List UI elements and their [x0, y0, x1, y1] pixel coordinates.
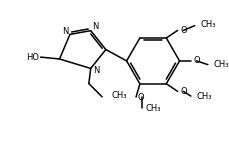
- Text: N: N: [62, 27, 68, 36]
- Text: O: O: [138, 93, 144, 102]
- Text: O: O: [180, 26, 187, 35]
- Text: O: O: [194, 56, 200, 65]
- Text: CH₃: CH₃: [112, 91, 127, 100]
- Text: O: O: [180, 87, 187, 96]
- Text: N: N: [92, 22, 99, 31]
- Text: CH₃: CH₃: [200, 20, 216, 29]
- Text: N: N: [93, 66, 100, 75]
- Text: CH₃: CH₃: [145, 104, 161, 113]
- Text: CH₃: CH₃: [214, 60, 229, 69]
- Text: CH₃: CH₃: [196, 92, 212, 101]
- Text: HO: HO: [26, 53, 39, 62]
